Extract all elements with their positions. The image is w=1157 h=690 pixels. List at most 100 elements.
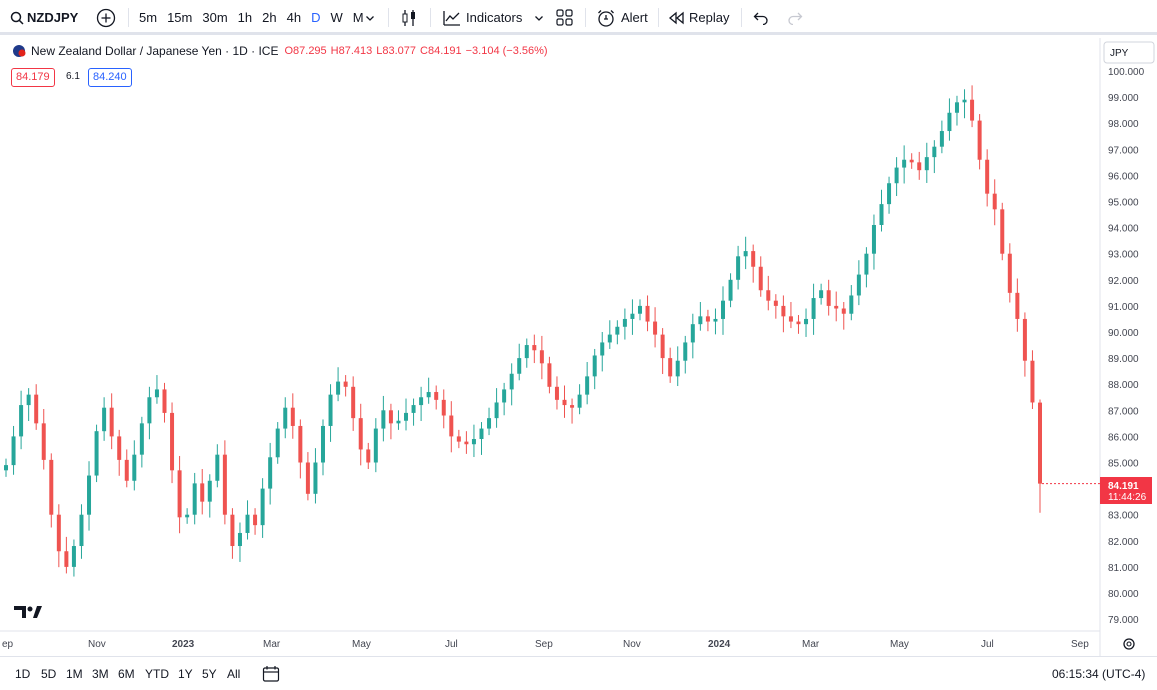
candle-body [260, 488, 265, 526]
alert-label: Alert [621, 10, 648, 25]
candle-body [954, 102, 959, 113]
time-tick-label: Jul [445, 639, 458, 650]
candle-body [819, 290, 824, 299]
range-3m[interactable]: 3M [92, 667, 109, 681]
candle-body [894, 167, 899, 184]
indicators-dropdown[interactable] [534, 0, 544, 35]
spread-value: 6.1 [66, 71, 80, 82]
settings-gear-icon[interactable] [1123, 638, 1135, 650]
undo-button[interactable] [753, 0, 769, 35]
candle-body [87, 475, 92, 515]
range-1m[interactable]: 1M [66, 667, 83, 681]
candle-body [683, 342, 688, 361]
price-tick-label: 80.000 [1108, 589, 1139, 600]
candle-body [139, 423, 144, 455]
candle-body [253, 514, 258, 526]
candle-body [464, 441, 469, 445]
candle-body [705, 316, 710, 322]
indicators-icon [443, 10, 460, 26]
candle-body [834, 305, 839, 309]
interval-d[interactable]: D [311, 10, 321, 25]
range-6m[interactable]: 6M [118, 667, 135, 681]
clock-display[interactable]: 06:15:34 (UTC-4) [1052, 667, 1146, 681]
candle-body [434, 392, 439, 400]
low-value: L83.077 [376, 45, 417, 57]
candle-body [358, 418, 363, 450]
interval-1h[interactable]: 1h [237, 10, 253, 25]
candle-body [56, 514, 61, 552]
candle-body [502, 389, 507, 403]
svg-text:11:44:26: 11:44:26 [1108, 492, 1147, 503]
interval-15m[interactable]: 15m [167, 10, 193, 25]
candle-body [132, 454, 137, 481]
price-tick-label: 82.000 [1108, 537, 1139, 548]
candle-body [871, 224, 876, 254]
interval-dropdown[interactable] [365, 0, 375, 35]
range-5y[interactable]: 5Y [202, 667, 217, 681]
chart-type-button[interactable] [400, 0, 418, 35]
candle-body [788, 316, 793, 322]
range-5d[interactable]: 5D [41, 667, 57, 681]
interval-30m[interactable]: 30m [202, 10, 228, 25]
candle-body [970, 99, 975, 121]
range-all[interactable]: All [227, 667, 241, 681]
candle-body [630, 313, 635, 319]
grid-icon [556, 9, 573, 26]
chart-area[interactable]: JPY 100.000 99.000 98.000 97.000 96.000 95.00… [0, 38, 1157, 656]
price-tick-label: 100.000 [1108, 67, 1145, 78]
compare-button[interactable] [96, 0, 116, 35]
candle-body [230, 514, 235, 547]
range-ytd[interactable]: YTD [145, 667, 169, 681]
range-1y[interactable]: 1Y [178, 667, 193, 681]
candle-body [524, 345, 529, 359]
candle-body [124, 459, 129, 481]
price-tick-label: 83.000 [1108, 511, 1139, 522]
candle-body [441, 399, 446, 416]
indicators-button[interactable]: Indicators [442, 0, 522, 35]
redo-button[interactable] [787, 0, 803, 35]
candle-body [41, 423, 46, 460]
price-tick-label: 98.000 [1108, 119, 1139, 130]
candle-body [388, 410, 393, 424]
candle-body [932, 146, 937, 158]
currency-label[interactable]: JPY [1110, 48, 1129, 59]
price-tick-label: 79.000 [1108, 615, 1139, 626]
candle-body [532, 345, 537, 351]
candle-body [781, 305, 786, 317]
alert-button[interactable]: Alert [596, 0, 648, 35]
candle-body [185, 514, 190, 518]
interval-m-month[interactable]: M [352, 10, 364, 25]
interval-w[interactable]: W [330, 10, 343, 25]
candle-body [728, 279, 733, 301]
replay-button[interactable]: Replay [668, 0, 729, 35]
templates-button[interactable] [556, 0, 573, 35]
candle-body [653, 321, 658, 335]
date-range-button[interactable] [262, 665, 280, 686]
candle-body [985, 159, 990, 194]
interval-4h[interactable]: 4h [286, 10, 302, 25]
candle-body [766, 290, 771, 301]
candle-body [147, 397, 152, 424]
buy-price-box[interactable]: 84.240 [88, 68, 132, 87]
candle-body [305, 462, 310, 494]
candle-body [637, 305, 642, 314]
sell-price-box[interactable]: 84.179 [11, 68, 55, 87]
symbol-search[interactable]: NZDJPY [10, 0, 78, 35]
price-chart[interactable]: JPY 100.000 99.000 98.000 97.000 96.000 95.00… [0, 38, 1157, 656]
last-price-label: 84.191 11:44:26 [1100, 477, 1152, 504]
time-tick-label: Nov [88, 639, 106, 650]
candle-body [154, 389, 159, 398]
candle-body [804, 318, 809, 325]
price-tick-label: 97.000 [1108, 145, 1139, 156]
candle-body [320, 425, 325, 463]
chart-legend: New Zealand Dollar / Japanese Yen · 1D ·… [12, 44, 548, 58]
candle-body [71, 546, 76, 567]
candle-body [411, 405, 416, 413]
interval-2h[interactable]: 2h [262, 10, 277, 25]
price-tick-label: 88.000 [1108, 380, 1139, 391]
range-1d[interactable]: 1D [15, 667, 31, 681]
candle-body [547, 363, 552, 387]
interval-5m[interactable]: 5m [139, 10, 158, 25]
candle-body [1038, 402, 1042, 484]
time-tick-label: Jul [981, 639, 994, 650]
